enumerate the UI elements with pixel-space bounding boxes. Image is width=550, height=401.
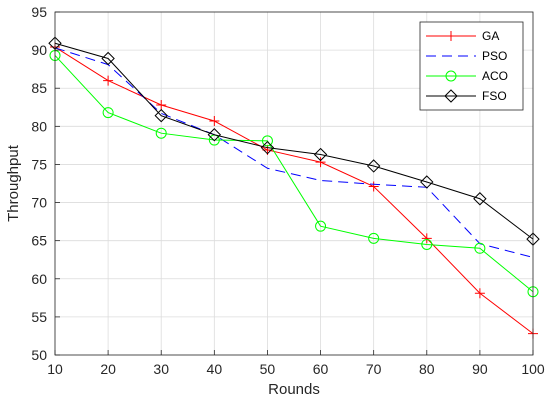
y-tick-label-8: 90 [31, 42, 47, 58]
data-point-aco-70 [368, 232, 380, 244]
data-point-aco-30 [155, 127, 167, 139]
plot-frame [54, 11, 534, 356]
legend-box [419, 21, 524, 111]
legend-label-pso: PSO [482, 49, 507, 63]
y-axis-title: Throughput [5, 144, 22, 222]
series-aco [49, 49, 539, 298]
x-tick-label-1: 20 [100, 361, 116, 377]
y-tick-label-6: 80 [31, 118, 47, 134]
data-point-ga-70 [368, 181, 379, 192]
data-point-aco-50 [261, 135, 273, 147]
x-tick-label-3: 40 [207, 361, 223, 377]
series-line-pso [54, 47, 534, 258]
y-tick-label-9: 95 [31, 4, 47, 20]
data-point-ga-60 [315, 157, 326, 168]
legend-label-aco: ACO [482, 69, 508, 83]
x-tick-label-5: 60 [313, 361, 329, 377]
y-tick-label-2: 60 [31, 271, 47, 287]
legend-label-ga: GA [482, 29, 499, 43]
data-point-ga-90 [474, 288, 485, 299]
data-point-ga-30 [156, 99, 167, 110]
data-point-aco-90 [474, 242, 486, 254]
data-point-aco-60 [315, 220, 327, 232]
data-point-ga-40 [209, 115, 220, 126]
y-tick-label-0: 50 [31, 347, 47, 363]
x-tick-label-6: 70 [366, 361, 382, 377]
x-axis-title: Rounds [268, 381, 320, 398]
data-point-aco-20 [102, 107, 114, 119]
data-point-ga-80 [421, 233, 432, 244]
series-line-ga [54, 46, 534, 335]
data-point-fso-20 [101, 51, 115, 66]
data-point-aco-80 [421, 238, 433, 250]
x-tick-label-8: 90 [472, 361, 488, 377]
x-tick-label-4: 50 [260, 361, 276, 377]
series-line-aco [54, 55, 534, 293]
data-point-fso-80 [420, 175, 434, 189]
data-point-fso-90 [473, 192, 487, 206]
axis-ticks: 10 20 30 40 50 60 70 80 90 100 50 55 60 65 70 75 80 85 90 9… [31, 4, 544, 377]
y-tick-label-1: 55 [31, 309, 47, 325]
x-tick-label-2: 30 [153, 361, 169, 377]
y-tick-label-3: 65 [31, 233, 47, 249]
legend: GA PSO ACO FSO [419, 21, 524, 111]
legend-marker-fso [444, 89, 458, 103]
legend-marker-ga [446, 31, 456, 41]
data-point-fso-40 [207, 128, 222, 142]
data-point-fso-50 [260, 140, 275, 155]
x-tick-label-7: 80 [419, 361, 435, 377]
data-point-fso-70 [366, 159, 381, 173]
legend-label-fso: FSO [482, 89, 507, 103]
legend-marker-aco [445, 70, 457, 82]
series-line-fso [54, 42, 534, 240]
x-tick-label-9: 100 [521, 361, 545, 377]
data-point-fso-30 [154, 108, 168, 123]
y-tick-label-5: 75 [31, 156, 47, 172]
x-tick-label-0: 10 [47, 361, 63, 377]
data-point-fso-60 [313, 147, 328, 162]
series-pso [54, 47, 534, 258]
y-tick-label-4: 70 [31, 195, 47, 211]
y-tick-label-7: 85 [31, 80, 47, 96]
data-point-ga-20 [103, 75, 114, 86]
